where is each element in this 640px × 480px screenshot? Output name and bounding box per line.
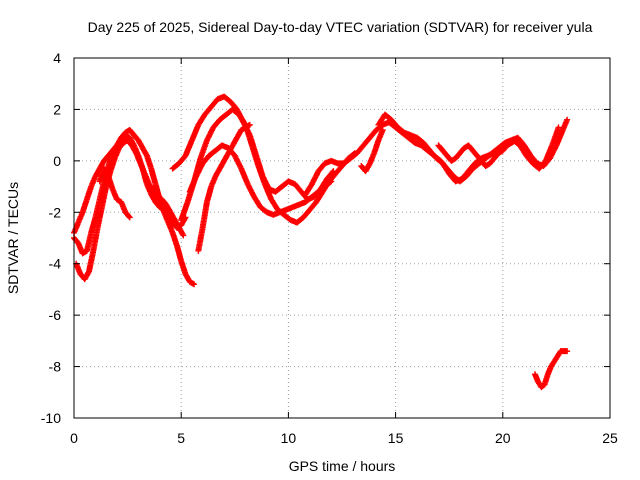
grid-lines bbox=[74, 58, 610, 418]
series-trace bbox=[359, 128, 386, 174]
chart-title: Day 225 of 2025, Sidereal Day-to-day VTE… bbox=[88, 19, 593, 35]
series-trace bbox=[532, 348, 569, 390]
x-tick-label: 25 bbox=[602, 430, 618, 446]
series-track-03 bbox=[73, 137, 187, 283]
y-tick-label: -8 bbox=[49, 359, 62, 375]
series-trace bbox=[73, 137, 186, 282]
y-tick-label: 4 bbox=[53, 50, 61, 66]
series-track-13 bbox=[531, 348, 571, 391]
y-tick-label: -10 bbox=[41, 410, 61, 426]
plot-frame bbox=[73, 57, 611, 419]
y-tick-labels: -10 -8 -6 -4 -2 0 2 4 bbox=[41, 50, 61, 426]
series-track-11 bbox=[358, 127, 386, 175]
series-trace bbox=[187, 142, 334, 218]
series-track-12 bbox=[435, 137, 523, 169]
x-tick-label: 0 bbox=[70, 430, 78, 446]
x-tick-label: 15 bbox=[388, 430, 404, 446]
y-axis-label: SDTVAR / TECUs bbox=[5, 182, 21, 294]
y-tick-label: 0 bbox=[53, 153, 61, 169]
series-track-04 bbox=[96, 165, 133, 221]
y-tick-label: -4 bbox=[49, 256, 62, 272]
axis-ticks bbox=[73, 57, 611, 419]
x-axis-label: GPS time / hours bbox=[289, 458, 396, 474]
x-tick-labels: 0 5 10 15 20 25 bbox=[70, 430, 618, 446]
x-tick-label: 5 bbox=[177, 430, 185, 446]
y-tick-label: -6 bbox=[49, 307, 62, 323]
x-tick-label: 20 bbox=[495, 430, 511, 446]
y-tick-label: -2 bbox=[49, 204, 62, 220]
series-track-07 bbox=[186, 142, 335, 218]
data-points bbox=[71, 93, 571, 391]
series-trace bbox=[436, 137, 522, 169]
x-tick-label: 10 bbox=[281, 430, 297, 446]
series-trace bbox=[195, 122, 252, 253]
series-trace bbox=[97, 166, 132, 220]
series-track-08 bbox=[195, 121, 253, 254]
y-tick-label: 2 bbox=[53, 101, 61, 117]
